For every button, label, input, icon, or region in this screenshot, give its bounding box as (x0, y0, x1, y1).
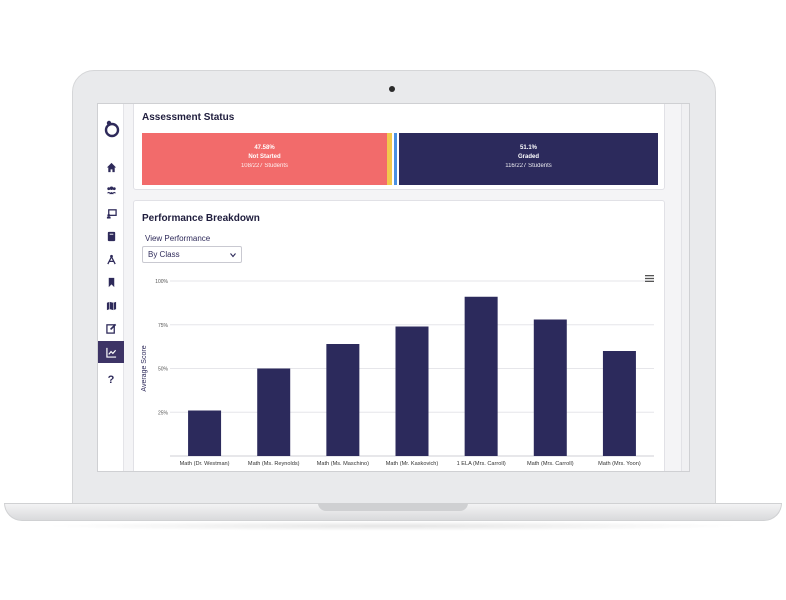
sidebar-item-help[interactable]: ? (98, 369, 124, 391)
y-tick-label: 75% (158, 323, 169, 329)
sidebar: ? (98, 104, 124, 471)
x-tick-label: Math (Dr. Westman) (180, 461, 230, 467)
chart-bar (464, 296, 498, 456)
laptop-screen: ? Assessment Status 47.58% Not Started 1… (97, 103, 690, 472)
x-tick-label: Math (Mrs. Yoon) (598, 461, 641, 467)
performance-breakdown-panel: Performance Breakdown View Performance B… (133, 200, 665, 471)
x-tick-label: Math (Ms. Maschino) (317, 461, 369, 467)
sidebar-item-reports[interactable] (98, 341, 124, 363)
chart-icon (105, 347, 116, 358)
chart-bar (326, 344, 360, 456)
dropdown-selected-value: By Class (148, 250, 180, 259)
x-tick-label: Math (Mrs. Carroll) (527, 461, 574, 467)
sidebar-item-classroom[interactable] (98, 202, 124, 224)
graded-label: Graded (517, 154, 539, 160)
y-axis-title: Average Score (141, 345, 148, 391)
sidebar-item-book[interactable] (98, 225, 124, 247)
sidebar-item-map[interactable] (98, 294, 124, 316)
in-progress-segment[interactable] (387, 133, 392, 185)
graded-count: 116/227 Students (505, 163, 552, 169)
chart-bar (602, 351, 636, 456)
sidebar-item-edit[interactable] (98, 317, 124, 339)
graded-segment[interactable]: 51.1% Graded 116/227 Students (399, 133, 658, 185)
performance-breakdown-title: Performance Breakdown (142, 213, 260, 224)
assessment-status-panel: Assessment Status 47.58% Not Started 108… (133, 104, 665, 190)
not-started-percent: 47.58% (254, 145, 275, 151)
laptop-shadow (40, 521, 746, 531)
not-started-label: Not Started (248, 154, 281, 160)
classroom-icon (106, 208, 117, 219)
view-performance-label: View Performance (145, 234, 211, 243)
compass-icon (106, 254, 116, 264)
y-tick-label: 25% (158, 410, 169, 416)
chart-bar (188, 410, 222, 456)
sidebar-item-home[interactable] (98, 156, 124, 178)
not-started-count: 108/227 Students (240, 163, 289, 169)
app-logo-icon[interactable] (103, 120, 121, 138)
performance-chart: 25% 50% 75% 100% Average Score Math (Dr. West… (134, 271, 664, 471)
x-tick-label: Math (Mr. Kaskovich) (386, 461, 439, 467)
scrollbar[interactable] (681, 104, 689, 471)
webcam (389, 86, 395, 92)
edit-icon (105, 323, 116, 334)
laptop-notch (318, 503, 468, 511)
book-icon (107, 231, 115, 241)
help-icon: ? (107, 374, 115, 386)
bar-chart-svg: 25% 50% 75% 100% Average Score Math (Dr. West… (141, 279, 654, 467)
users-icon (106, 185, 116, 194)
sidebar-item-compass[interactable] (98, 248, 124, 270)
segment-divider (392, 133, 394, 185)
graded-percent: 51.1% (519, 145, 537, 151)
chart-bar (395, 326, 429, 456)
x-tick-label: 1 ELA (Mrs. Carroll) (457, 461, 506, 467)
submitted-segment[interactable] (394, 133, 397, 185)
chart-bar (257, 368, 291, 456)
not-started-segment[interactable]: 47.58% Not Started 108/227 Students (142, 133, 387, 185)
home-icon (106, 162, 116, 172)
bookmark-icon (108, 277, 114, 287)
x-tick-label: Math (Ms. Reynolds) (248, 461, 300, 467)
assessment-status-bar: 47.58% Not Started 108/227 Students 51.1… (142, 133, 658, 185)
sidebar-item-users[interactable] (98, 179, 124, 201)
chart-bar (533, 319, 567, 456)
view-performance-dropdown[interactable]: By Class (142, 246, 242, 263)
y-tick-label: 100% (155, 279, 168, 285)
sidebar-item-bookmark[interactable] (98, 271, 124, 293)
assessment-status-title: Assessment Status (142, 112, 235, 123)
y-tick-label: 50% (158, 367, 169, 373)
chevron-down-icon (230, 253, 236, 258)
chart-menu-icon[interactable] (645, 275, 654, 282)
segment-divider (397, 133, 399, 185)
map-icon (106, 301, 116, 310)
